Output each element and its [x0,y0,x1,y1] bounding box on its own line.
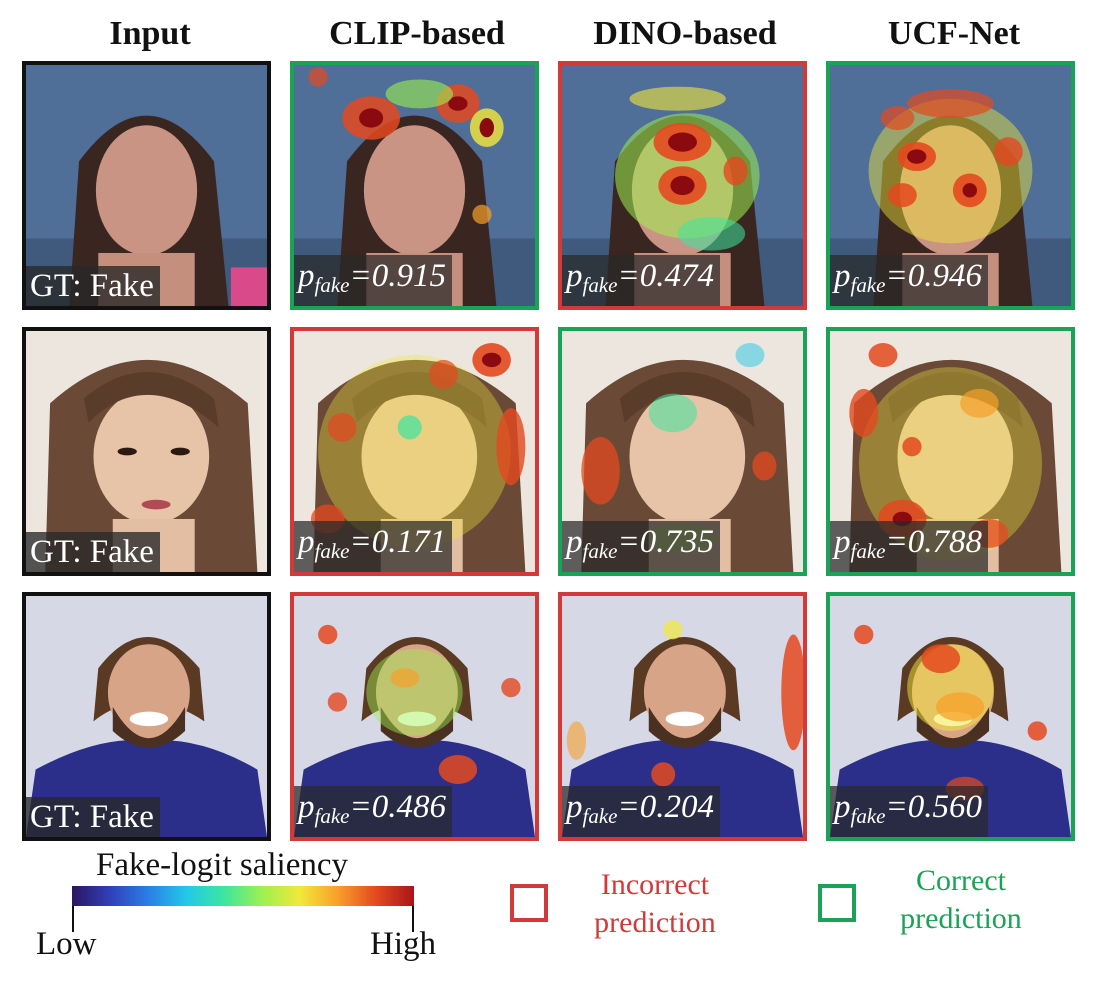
incorrect-prediction-label: Incorrect prediction [594,868,716,939]
colorbar-low-label: Low [36,926,97,962]
column-header-dino: DINO-based [593,15,777,52]
saliency-colorbar [72,886,414,906]
colorbar-title: Fake-logit saliency [96,847,349,883]
fake-probability-label: pfake=0.735 [562,521,721,572]
input-image-3: GT: Fake [22,592,271,841]
correct-prediction-swatch [818,884,856,922]
colorbar-ticks [72,906,414,932]
saliency-clip-row-1: pfake=0.915 [290,61,539,310]
fake-probability-label: pfake=0.486 [294,786,453,837]
column-header-input: Input [109,15,191,52]
fake-probability-label: pfake=0.788 [830,521,989,572]
incorrect-prediction-swatch [510,884,548,922]
saliency-ucf-row-1: pfake=0.946 [826,61,1075,310]
ground-truth-label: GT: Fake [26,797,160,837]
saliency-dino-row-1: pfake=0.474 [558,61,807,310]
saliency-ucf-row-2: pfake=0.788 [826,327,1075,576]
input-image-2: GT: Fake [22,327,271,576]
saliency-dino-row-2: pfake=0.735 [558,327,807,576]
saliency-ucf-row-3: pfake=0.560 [826,592,1075,841]
saliency-clip-row-2: pfake=0.171 [290,327,539,576]
saliency-dino-row-3: pfake=0.204 [558,592,807,841]
input-image-1: GT: Fake [22,61,271,310]
fake-probability-label: pfake=0.204 [562,786,721,837]
saliency-clip-row-3: pfake=0.486 [290,592,539,841]
saliency-heatmap [294,65,535,306]
fake-probability-label: pfake=0.915 [294,255,453,306]
column-header-clip: CLIP-based [329,15,505,52]
ground-truth-label: GT: Fake [26,532,160,572]
column-header-ucf: UCF-Net [887,15,1021,52]
fake-probability-label: pfake=0.474 [562,255,721,306]
ground-truth-label: GT: Fake [26,266,160,306]
fake-probability-label: pfake=0.560 [830,786,989,837]
colorbar-high-label: High [370,926,436,962]
fake-probability-label: pfake=0.946 [830,255,989,306]
correct-prediction-label: Correct prediction [900,864,1022,935]
fake-probability-label: pfake=0.171 [294,521,453,572]
